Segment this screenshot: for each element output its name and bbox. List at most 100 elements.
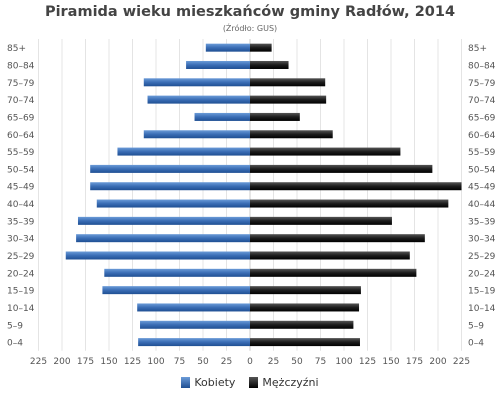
bar-female[interactable] — [90, 164, 250, 173]
x-tick-label: 50 — [291, 357, 303, 367]
legend: Kobiety Mężczyźni — [0, 376, 500, 389]
category-label-left: 0–4 — [7, 339, 23, 349]
x-tick-label: 175 — [406, 357, 423, 367]
category-label-left: 55–59 — [7, 148, 35, 158]
category-label-right: 50–54 — [468, 165, 496, 175]
bar-male[interactable] — [250, 320, 354, 329]
category-label-right: 80–84 — [468, 61, 496, 71]
category-label-left: 65–69 — [7, 113, 35, 123]
category-label-left: 80–84 — [7, 61, 35, 71]
x-tick-label: 75 — [315, 357, 326, 367]
bars — [65, 43, 462, 347]
bar-male[interactable] — [250, 147, 401, 156]
bar-female[interactable] — [194, 112, 250, 121]
category-label-right: 30–34 — [468, 235, 496, 245]
legend-swatch-female — [181, 377, 191, 388]
bar-male[interactable] — [250, 286, 361, 295]
x-tick-label: 100 — [335, 357, 352, 367]
category-label-left: 50–54 — [7, 165, 35, 175]
category-label-right: 55–59 — [468, 148, 496, 158]
bar-male[interactable] — [250, 60, 289, 69]
bar-female[interactable] — [140, 320, 250, 329]
bar-male[interactable] — [250, 164, 433, 173]
bar-female[interactable] — [143, 130, 250, 139]
category-label-right: 20–24 — [468, 269, 496, 279]
x-tick-label: 25 — [268, 357, 279, 367]
x-tick-label: 0 — [247, 357, 253, 367]
bar-female[interactable] — [186, 60, 250, 69]
bar-male[interactable] — [250, 130, 333, 139]
category-label-left: 5–9 — [7, 321, 23, 331]
category-label-left: 70–74 — [7, 96, 35, 106]
bar-female[interactable] — [137, 303, 250, 312]
category-label-left: 10–14 — [7, 304, 35, 314]
x-tick-label: 200 — [429, 357, 446, 367]
bar-female[interactable] — [147, 95, 250, 104]
category-label-right: 10–14 — [468, 304, 496, 314]
bar-female[interactable] — [65, 251, 250, 260]
x-tick-label: 200 — [53, 357, 70, 367]
x-tick-label: 25 — [221, 357, 232, 367]
category-label-left: 40–44 — [7, 200, 35, 210]
category-label-left: 75–79 — [7, 79, 35, 89]
legend-item-male[interactable]: Mężczyźni — [249, 376, 319, 389]
x-tick-label: 50 — [197, 357, 209, 367]
category-label-right: 35–39 — [468, 217, 496, 227]
category-label-left: 20–24 — [7, 269, 35, 279]
bar-male[interactable] — [250, 182, 462, 191]
x-tick-label: 225 — [30, 357, 47, 367]
bar-male[interactable] — [250, 303, 360, 312]
x-tick-label: 125 — [359, 357, 376, 367]
x-axis-ticks: 225 200 175 150 125 100 75 50 25 0 25 50 75 100 125 150… — [30, 357, 470, 367]
legend-label-female: Kobiety — [194, 376, 236, 389]
bar-female[interactable] — [90, 182, 250, 191]
bar-female[interactable] — [205, 43, 250, 52]
chart-subtitle: (Źródło: GUS) — [222, 24, 278, 33]
bar-female[interactable] — [117, 147, 251, 156]
category-label-right: 75–79 — [468, 79, 496, 89]
bar-female[interactable] — [77, 216, 250, 225]
category-label-right: 65–69 — [468, 113, 496, 123]
bar-female[interactable] — [138, 338, 250, 347]
bar-female[interactable] — [76, 234, 250, 243]
x-tick-label: 150 — [100, 357, 117, 367]
category-label-right: 15–19 — [468, 287, 496, 297]
legend-item-female[interactable]: Kobiety — [181, 376, 235, 389]
legend-swatch-male — [249, 377, 259, 388]
category-label-right: 60–64 — [468, 131, 496, 141]
category-label-right: 45–49 — [468, 183, 496, 193]
category-label-left: 35–39 — [7, 217, 35, 227]
bar-male[interactable] — [250, 338, 360, 347]
category-label-right: 5–9 — [468, 321, 484, 331]
x-tick-label: 175 — [77, 357, 94, 367]
bar-male[interactable] — [250, 251, 410, 260]
bar-male[interactable] — [250, 216, 392, 225]
category-label-right: 0–4 — [468, 339, 484, 349]
x-tick-label: 100 — [147, 357, 164, 367]
x-tick-label: 75 — [174, 357, 185, 367]
category-label-left: 15–19 — [7, 287, 35, 297]
x-tick-label: 125 — [124, 357, 141, 367]
category-label-right: 25–29 — [468, 252, 496, 262]
bar-female[interactable] — [96, 199, 250, 208]
bar-male[interactable] — [250, 268, 417, 277]
bar-male[interactable] — [250, 112, 300, 121]
bar-male[interactable] — [250, 43, 272, 52]
bar-male[interactable] — [250, 234, 425, 243]
bar-male[interactable] — [250, 78, 326, 87]
bar-male[interactable] — [250, 199, 449, 208]
bar-female[interactable] — [143, 78, 250, 87]
grid-lines — [38, 39, 462, 351]
bar-female[interactable] — [102, 286, 250, 295]
category-label-left: 25–29 — [7, 252, 35, 262]
category-label-right: 70–74 — [468, 96, 496, 106]
x-tick-label: 225 — [453, 357, 470, 367]
category-label-right: 85+ — [468, 44, 487, 54]
bar-male[interactable] — [250, 95, 327, 104]
category-labels: 85+ 85+ 80–84 80–84 75–79 75–79 70–74 70–74 65–6… — [7, 44, 496, 348]
category-label-right: 40–44 — [468, 200, 496, 210]
bar-female[interactable] — [104, 268, 250, 277]
category-label-left: 45–49 — [7, 183, 35, 193]
